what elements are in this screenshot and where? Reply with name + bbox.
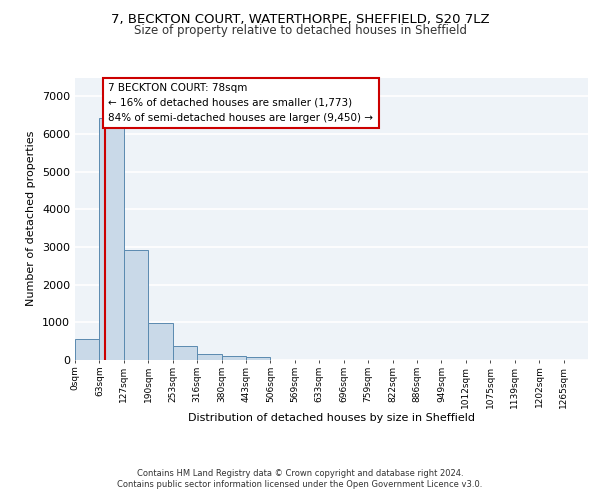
Bar <box>124 250 148 360</box>
Bar <box>197 354 221 360</box>
X-axis label: Distribution of detached houses by size in Sheffield: Distribution of detached houses by size … <box>188 413 475 423</box>
Bar <box>100 118 124 360</box>
Text: 7, BECKTON COURT, WATERTHORPE, SHEFFIELD, S20 7LZ: 7, BECKTON COURT, WATERTHORPE, SHEFFIELD… <box>110 12 490 26</box>
Bar <box>173 346 197 360</box>
Text: Contains public sector information licensed under the Open Government Licence v3: Contains public sector information licen… <box>118 480 482 489</box>
Bar <box>221 356 246 360</box>
Bar <box>75 338 100 360</box>
Text: 7 BECKTON COURT: 78sqm
← 16% of detached houses are smaller (1,773)
84% of semi-: 7 BECKTON COURT: 78sqm ← 16% of detached… <box>109 83 373 122</box>
Text: Size of property relative to detached houses in Sheffield: Size of property relative to detached ho… <box>133 24 467 37</box>
Bar <box>246 357 271 360</box>
Y-axis label: Number of detached properties: Number of detached properties <box>26 131 37 306</box>
Text: Contains HM Land Registry data © Crown copyright and database right 2024.: Contains HM Land Registry data © Crown c… <box>137 468 463 477</box>
Bar <box>148 324 173 360</box>
